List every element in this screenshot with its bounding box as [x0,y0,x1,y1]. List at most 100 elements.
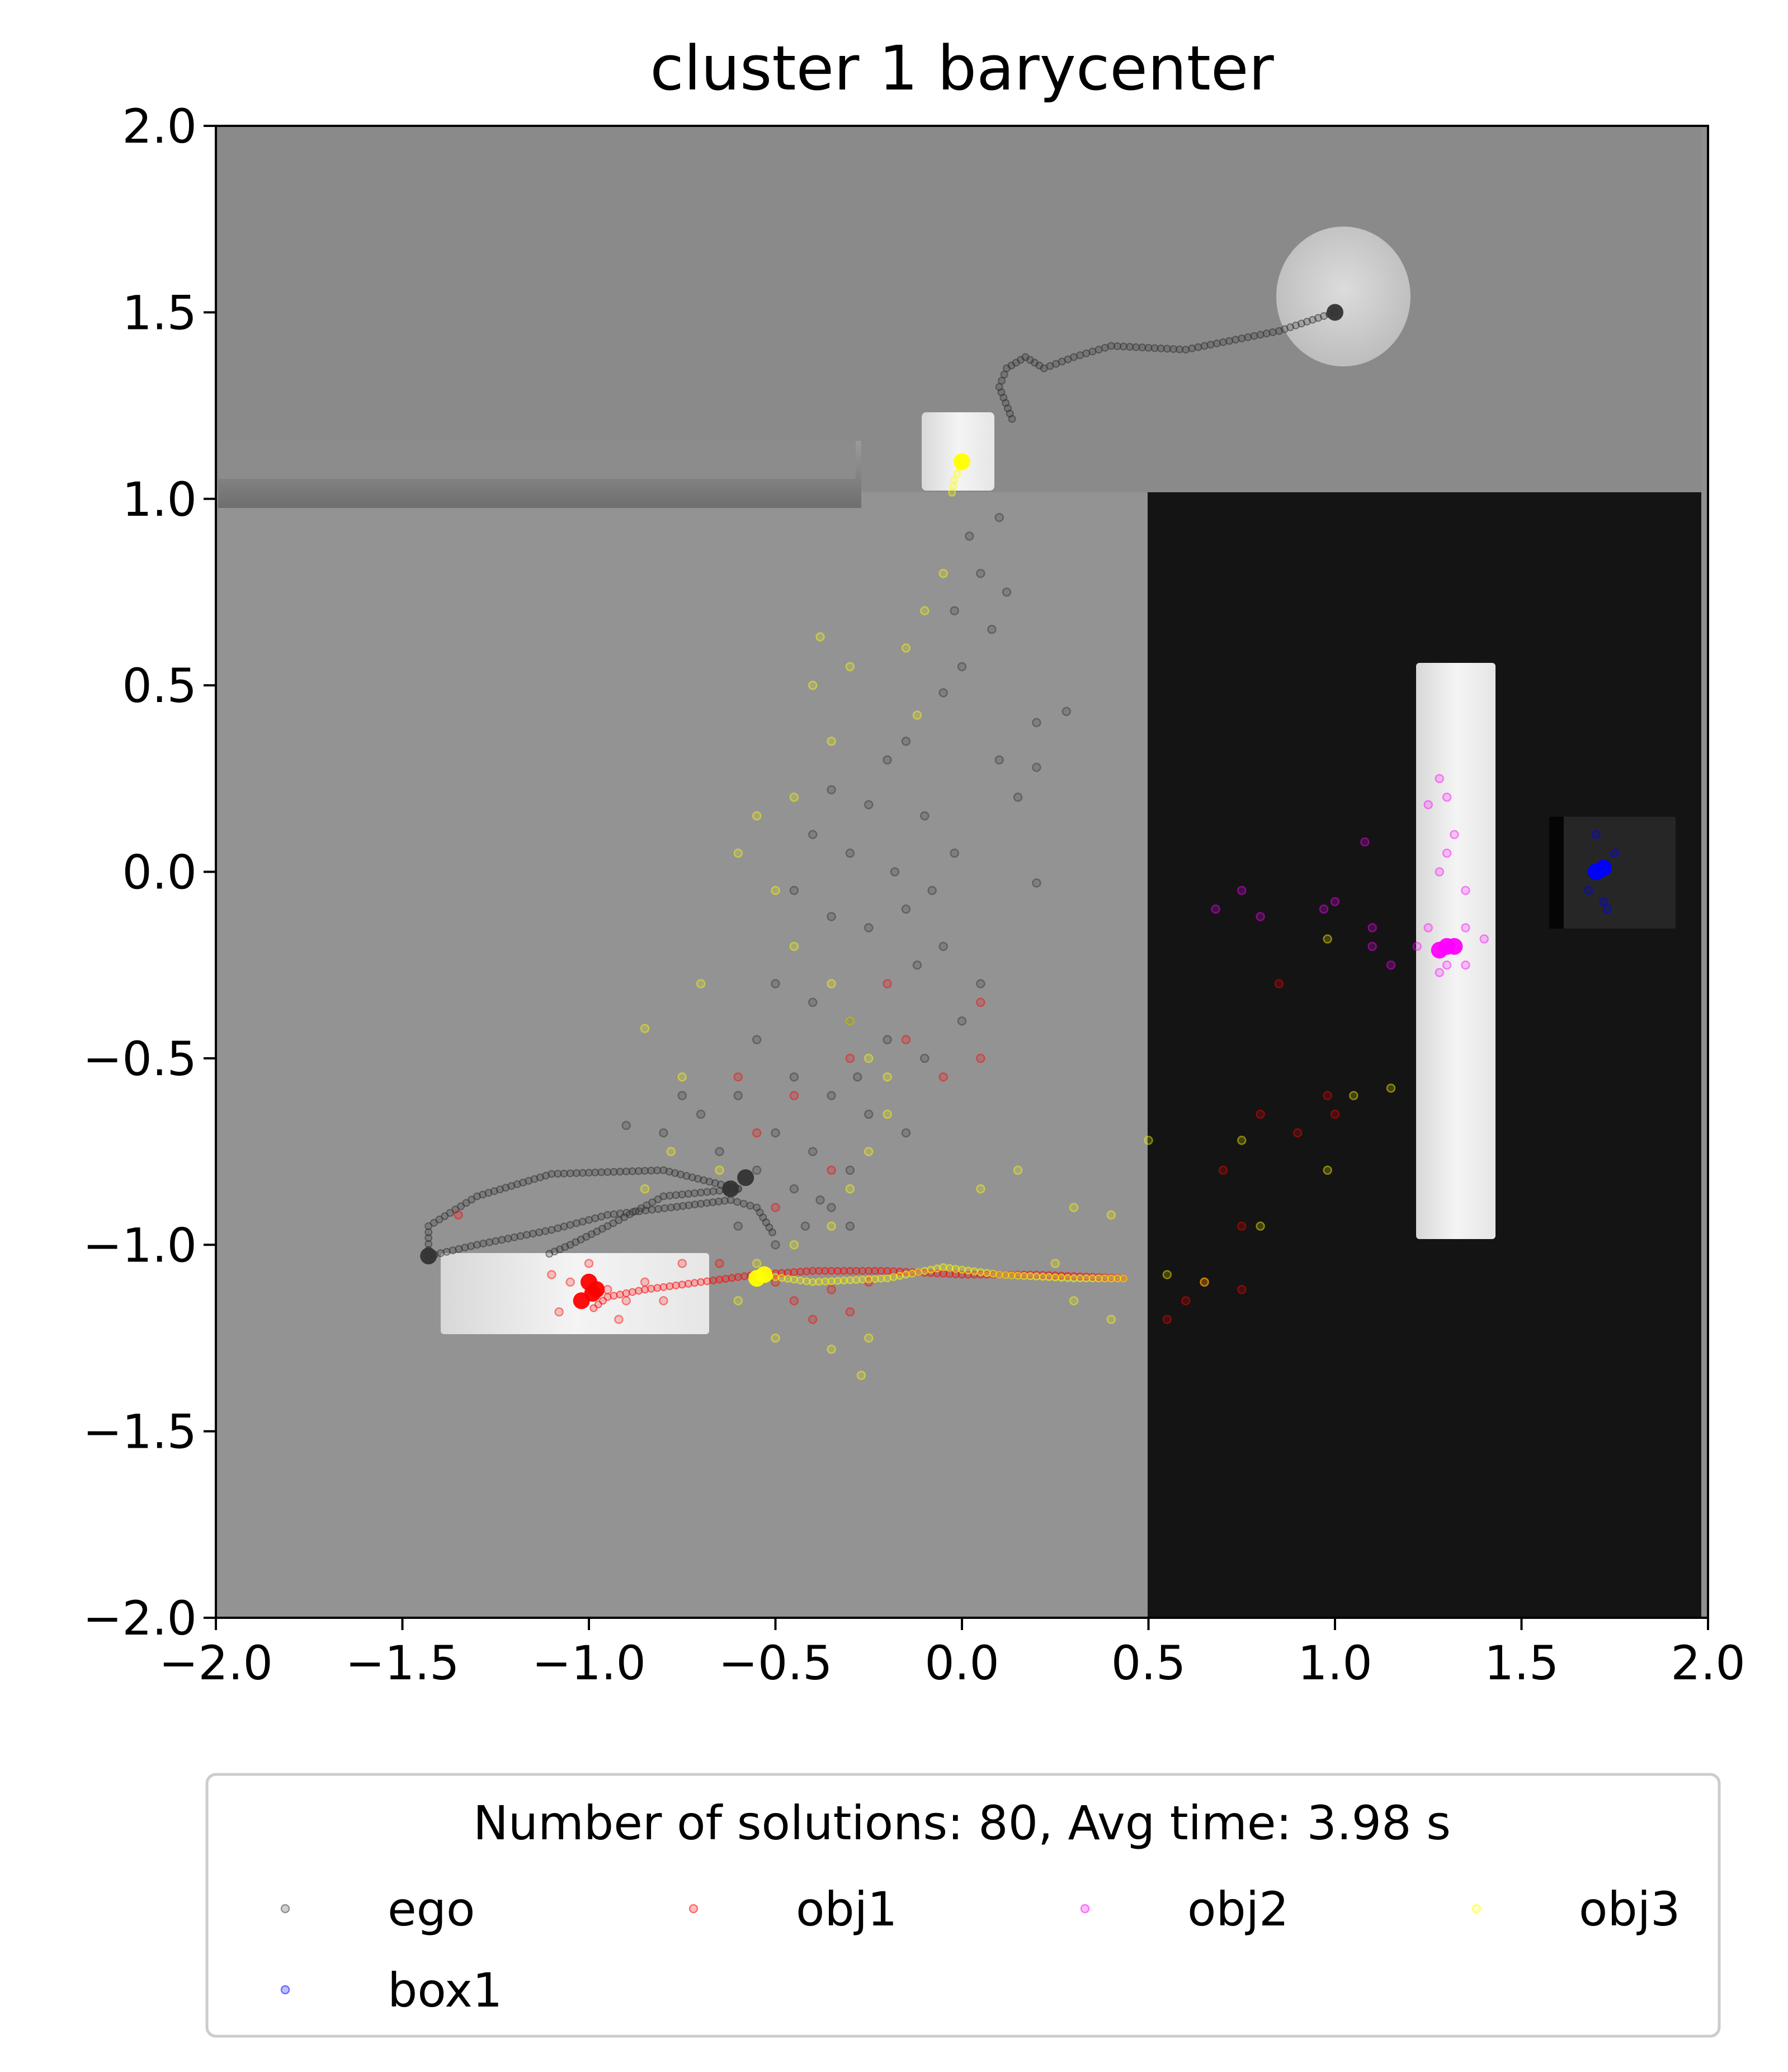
ego-sample-point [677,1091,687,1100]
obj1-sample-point [883,979,892,988]
ego-sample-point [901,904,911,914]
ego-trajectory-point [705,1178,714,1186]
obj3-sample-point [901,643,911,653]
legend-frame [205,1773,1721,2038]
obj1-barycenter-marker [588,1281,605,1298]
ego-sample-point [976,568,985,578]
x-tick-label: 1.5 [1484,1636,1559,1690]
ego-trajectory-point [1188,344,1196,352]
ego-sample-point [1002,587,1012,597]
obj1-sample-point [715,1259,724,1268]
ego-sample-point [883,755,892,765]
obj3-sample-point [640,1184,650,1194]
obj3-sample-point [827,1221,836,1231]
obj3-sample-point [883,1072,892,1082]
ego-trajectory-point [535,1228,544,1237]
ego-sample-point [752,1165,762,1175]
legend-marker-obj2 [1080,1904,1090,1914]
ego-sample-point [864,1109,874,1119]
obj3-trajectory-point [1120,1274,1128,1283]
obj2-sample-point [1461,886,1470,896]
obj3-trajectory-point [921,1266,929,1275]
obj1-trajectory-point [616,1291,624,1299]
obj1-sample-point [677,1259,687,1268]
obj1-sample-point [752,1128,762,1138]
obj2-sample-point [1442,960,1452,970]
ego-sample-point [827,785,836,795]
obj1-sample-point [1256,1109,1265,1119]
obj3-sample-point [1144,1136,1153,1145]
obj1-trajectory-point [628,1288,636,1296]
obj1-trajectory-point [653,1284,662,1292]
obj2-sample-point [1461,923,1470,933]
legend-title: Number of solutions: 80, Avg time: 3.98 … [473,1796,1451,1850]
obj1-sample-point [584,1259,594,1268]
ego-trajectory-point [678,1190,686,1199]
ego-trajectory-point [697,1188,705,1197]
ego-trajectory-point [672,1191,680,1199]
obj3-sample-point [938,568,948,578]
ego-sample-point [771,979,780,988]
obj1-sample-point [1237,1221,1247,1231]
obj3-sample-point [883,1109,892,1119]
obj1-sample-point [901,1035,911,1044]
obj3-sample-point [845,1016,855,1026]
obj3-sample-point [976,1184,985,1194]
x-tick-label: 2.0 [1671,1636,1745,1690]
ego-trajectory-point [1219,338,1227,346]
ego-sample-point [864,800,874,809]
ego-trajectory-point [424,1240,433,1248]
ego-sample-point [771,1240,780,1250]
box-top [922,412,994,491]
ego-trajectory-point [545,1250,554,1258]
legend-label-box1: box1 [388,1963,502,2018]
box1-sample-point [1598,897,1608,907]
ego-trajectory-point [1206,341,1215,349]
obj3-sample-point [912,710,922,720]
ego-sample-point [957,1016,967,1026]
y-axis-ticks: 2.0 1.5 1.0 0.5 0.0 −0.5 −1.0 −1.5 −2.0 [83,99,216,1646]
ego-trajectory-point [684,1190,692,1198]
legend-marker-ego [280,1904,290,1914]
obj3-trajectory-point [989,1270,997,1278]
ego-trajectory-point [1008,415,1016,423]
obj3-sample-point [1106,1210,1116,1220]
ego-trajectory-point [703,1188,711,1196]
x-tick-label: 1.0 [1298,1636,1372,1690]
ego-trajectory-point [679,1202,687,1210]
obj3-trajectory-point [939,1263,947,1272]
obj2-sample-point [1442,848,1452,858]
obj1-trajectory-point [672,1281,680,1289]
obj3-sample-point [1162,1270,1172,1279]
obj3-sample-point [808,680,818,690]
legend-label-obj1: obj1 [796,1882,898,1937]
obj3-trajectory-point [790,1275,798,1284]
obj2-sample-point [1435,867,1445,877]
obj3-sample-point [1106,1315,1116,1324]
obj3-sample-point [1349,1091,1358,1100]
ego-trajectory-point [709,1198,717,1207]
obj1-sample-point [789,1296,799,1306]
y-tick-label: 1.0 [122,472,197,527]
obj2-sample-point [1450,830,1459,840]
ego-sample-point [815,1195,825,1205]
obj3-trajectory-point [803,1277,811,1285]
legend-label-obj2: obj2 [1187,1882,1289,1937]
obj3-trajectory-point [771,1273,780,1282]
ego-sample-point [950,848,959,858]
x-tick-label: −1.5 [346,1636,460,1690]
ego-trajectory-point [572,1219,581,1227]
obj3-sample-point [733,848,743,858]
obj3-trajectory-point [964,1266,973,1275]
ego-trajectory-point [654,1205,663,1213]
obj1-sample-point [771,1203,780,1212]
ego-sample-point [912,960,922,970]
obj1-trajectory-point [610,1292,618,1300]
obj3-sample-point [845,1184,855,1194]
obj1-sample-point [659,1296,668,1306]
legend-label-obj3: obj3 [1579,1882,1681,1937]
ego-trajectory-point [566,1221,574,1229]
ego-trajectory-point [746,1202,754,1210]
obj3-trajectory-point [883,1274,891,1283]
ego-sample-point [752,1035,762,1044]
